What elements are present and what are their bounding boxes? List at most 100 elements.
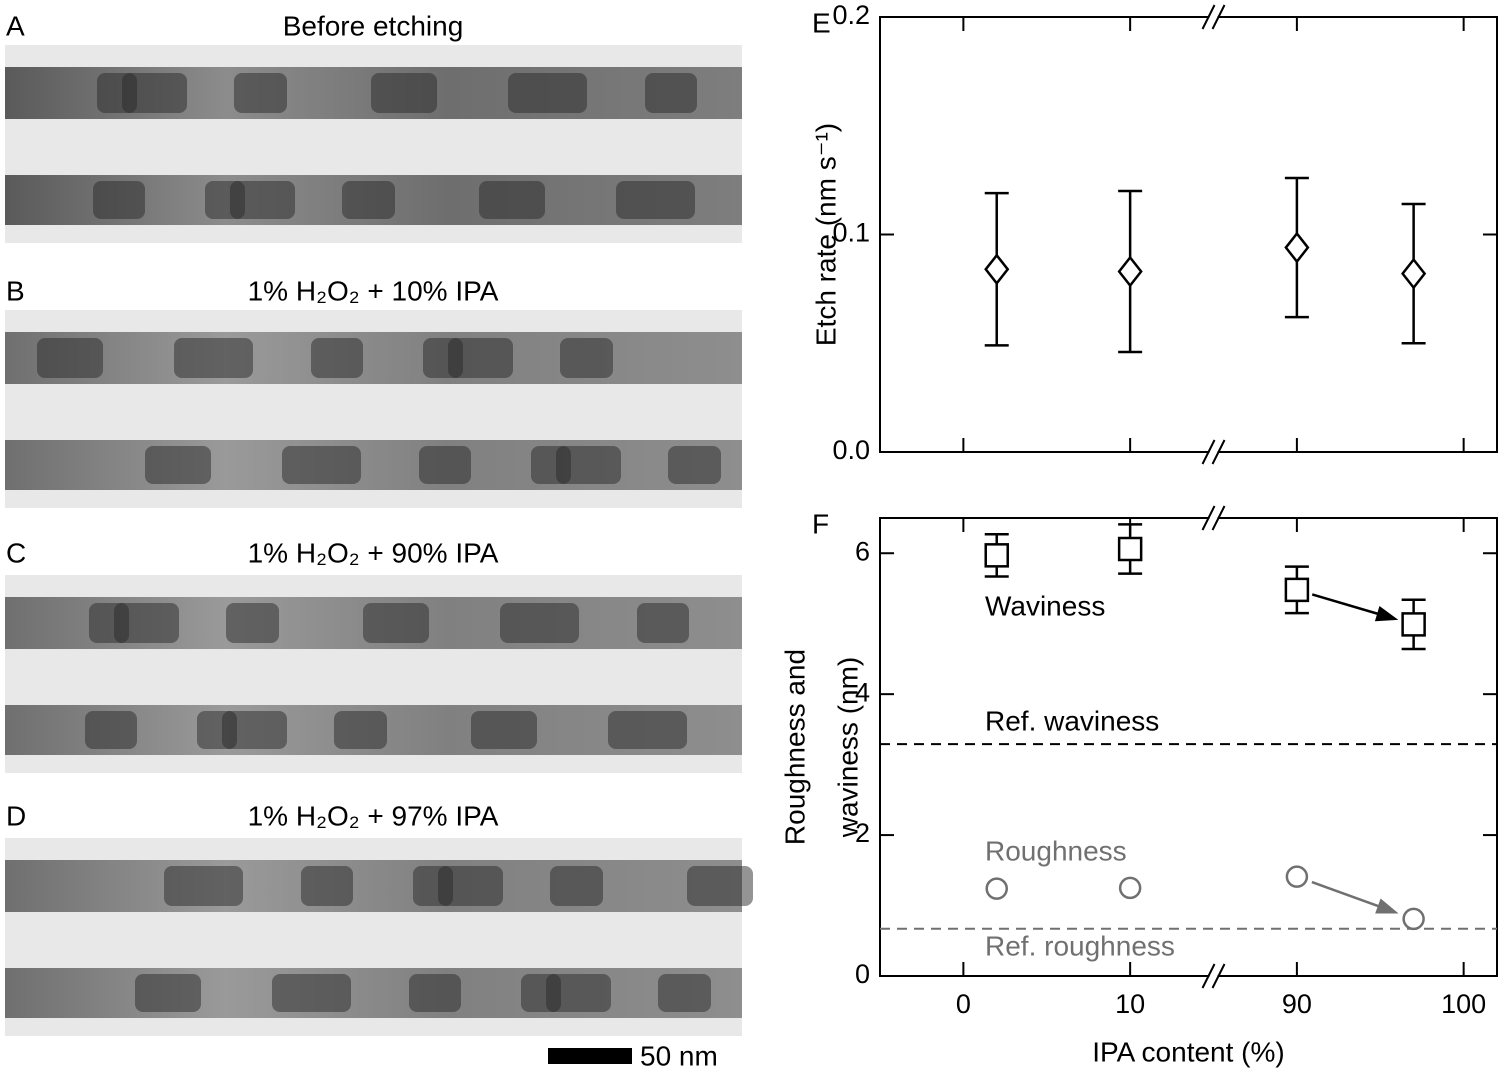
grain (135, 974, 201, 1012)
grain (508, 73, 587, 113)
arrow-shaft (1311, 880, 1383, 909)
grain (616, 181, 695, 219)
axis-break (1201, 505, 1216, 531)
grain (174, 338, 253, 378)
grain (448, 338, 513, 378)
grain-band (5, 968, 742, 1018)
marker (984, 543, 1009, 568)
marker (1284, 231, 1310, 264)
grain (272, 974, 351, 1012)
grain (164, 866, 243, 906)
grain (645, 73, 697, 113)
y-tick-label: 0.2 (832, 0, 870, 30)
axis-break (1211, 963, 1226, 989)
grain (85, 711, 137, 749)
y-tick-label: 2 (855, 818, 870, 848)
y-axis-label: Roughness and (779, 649, 810, 845)
panel-letter: E (812, 7, 831, 38)
plot-frame (879, 517, 1498, 977)
grain (471, 711, 537, 749)
axis-break (1211, 439, 1226, 465)
grain (637, 603, 689, 643)
y-axis-label: Etch rate (nm s⁻¹) (810, 123, 841, 346)
y-tick-label: 0.1 (832, 218, 870, 248)
y-tick-label: 6 (855, 536, 870, 566)
grain (334, 711, 387, 749)
grain (342, 181, 395, 219)
axis-break-gap (1209, 13, 1218, 21)
series-label: Waviness (985, 590, 1105, 621)
marker (1401, 612, 1426, 637)
grain (230, 181, 295, 219)
axis-break (1201, 963, 1216, 989)
reference-label: Ref. waviness (985, 705, 1159, 736)
marker (1402, 907, 1425, 931)
marker (1284, 577, 1310, 603)
arrow-head (1374, 605, 1399, 622)
grain (282, 446, 361, 484)
grain (311, 338, 363, 378)
x-tick-label: 10 (1115, 989, 1145, 1019)
grain (438, 866, 503, 906)
arrow-shaft (1311, 593, 1382, 616)
scale-label: 50 nm (640, 1040, 718, 1071)
panel-letter: F (812, 508, 829, 539)
marker (1285, 865, 1309, 888)
grain (122, 73, 187, 113)
marker (1118, 876, 1142, 900)
reference-label: Ref. roughness (985, 930, 1175, 961)
x-tick-label: 0 (956, 989, 971, 1019)
grain (145, 446, 211, 484)
x-tick-label: 100 (1441, 989, 1486, 1019)
y-axis-label: waviness (nm) (832, 657, 863, 838)
arrow-head (1375, 898, 1399, 914)
x-axis-label: IPA content (%) (1092, 1036, 1284, 1067)
grain (608, 711, 687, 749)
axis-break-gap (1209, 972, 1218, 980)
grain (409, 974, 461, 1012)
axis-break (1211, 4, 1226, 30)
grain (37, 338, 103, 378)
panel-title: 1% H₂O₂ + 90% IPA (248, 537, 499, 568)
marker (1117, 536, 1143, 562)
panel-title: 1% H₂O₂ + 10% IPA (248, 275, 499, 306)
grain (222, 711, 287, 749)
grain (658, 974, 711, 1012)
marker (985, 877, 1008, 900)
panel-letter: B (6, 275, 25, 306)
grain (500, 603, 579, 643)
grain (546, 974, 611, 1012)
axis-break-gap (1209, 514, 1218, 522)
marker (1117, 255, 1143, 288)
axis-break (1201, 4, 1216, 30)
y-tick-label: 4 (855, 677, 870, 707)
panel-letter: D (6, 800, 26, 831)
plot-frame (879, 16, 1498, 453)
grain (301, 866, 353, 906)
panel-title: 1% H₂O₂ + 97% IPA (248, 800, 499, 831)
grain (114, 603, 179, 643)
y-tick-label: 0.0 (832, 435, 870, 465)
x-tick-label: 90 (1282, 989, 1312, 1019)
grain (560, 338, 613, 378)
axis-break (1201, 439, 1216, 465)
series-label: Roughness (985, 835, 1127, 866)
panel-letter: A (6, 10, 25, 41)
panel-letter: C (6, 537, 26, 568)
grain (556, 446, 621, 484)
grain (550, 866, 603, 906)
grain-band (5, 440, 742, 490)
grain (668, 446, 721, 484)
grain (419, 446, 471, 484)
axis-break-gap (1209, 448, 1218, 456)
grain-band (5, 332, 742, 384)
marker (1401, 257, 1427, 290)
y-tick-label: 0 (855, 959, 870, 989)
grain (363, 603, 429, 643)
grain (234, 73, 287, 113)
grain (479, 181, 545, 219)
marker (984, 253, 1010, 286)
tem-images (5, 45, 753, 1036)
panel-title: Before etching (283, 10, 464, 41)
